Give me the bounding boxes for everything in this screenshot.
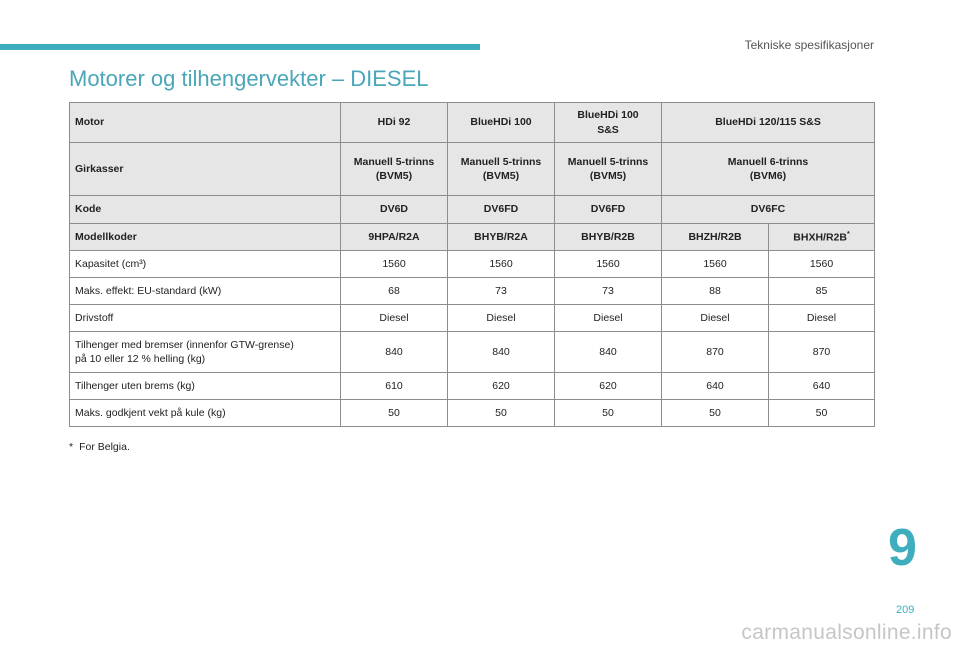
- table-cell: 73: [447, 277, 555, 305]
- row-label: Motor: [69, 102, 341, 143]
- page-title: Motorer og tilhengervekter – DIESEL: [69, 66, 429, 91]
- table-cell: 50: [447, 399, 555, 427]
- table-cell: Diesel: [661, 304, 769, 332]
- table-row: Tilhenger uten brems (kg) 610 620 620 64…: [69, 372, 876, 400]
- table-cell: 1560: [340, 250, 448, 278]
- watermark: carmanualsonline.info: [741, 621, 952, 644]
- table-cell: 640: [661, 372, 769, 400]
- table-cell: 840: [554, 331, 662, 373]
- gearbox-cell: Manuell 5-trinns (BVM5): [447, 142, 555, 196]
- footnote-marker: *: [846, 230, 850, 238]
- gearbox-line: Manuell 6-trinns: [727, 155, 809, 168]
- row-label-line: på 10 eller 12 % helling (kg): [75, 353, 206, 365]
- row-label: Kapasitet (cm³): [69, 250, 341, 278]
- table-cell: Diesel: [447, 304, 555, 332]
- table-cell: 870: [767, 331, 876, 373]
- footnote-text: For Belgia.: [79, 441, 130, 453]
- table-cell: 610: [340, 372, 448, 400]
- gearbox-cell: Manuell 5-trinns (BVM5): [554, 142, 662, 196]
- engine-cell: BlueHDi 120/115 S&S: [660, 102, 876, 143]
- table-cell: 640: [767, 372, 876, 400]
- engine-row: Motor HDi 92 BlueHDi 100 BlueHDi 100 S&S…: [69, 102, 876, 143]
- chapter-number: 9: [888, 519, 917, 577]
- gearbox-line: (BVM5): [589, 170, 627, 182]
- gearbox-line: Manuell 5-trinns: [460, 155, 542, 168]
- table-cell: Diesel: [554, 304, 662, 332]
- table-cell: 50: [554, 399, 662, 427]
- table-cell: Diesel: [767, 304, 876, 332]
- table-row: Drivstoff Diesel Diesel Diesel Diesel Di…: [69, 304, 876, 332]
- row-label: Girkasser: [69, 142, 341, 196]
- model-cell: BHZH/R2B: [661, 223, 769, 251]
- footnote: * For Belgia.: [69, 441, 130, 453]
- table-cell: 50: [340, 399, 448, 427]
- table-cell: 1560: [767, 250, 876, 278]
- row-label: Modellkoder: [69, 223, 341, 251]
- table-cell: 840: [340, 331, 448, 373]
- model-cell: BHYB/R2B: [554, 223, 662, 251]
- model-cell: 9HPA/R2A: [340, 223, 448, 251]
- row-label: Maks. effekt: EU-standard (kW): [69, 277, 341, 305]
- table-cell: 1560: [554, 250, 662, 278]
- table-cell: 50: [661, 399, 769, 427]
- gearbox-line: Manuell 5-trinns: [567, 155, 649, 168]
- table-cell: 840: [447, 331, 555, 373]
- table-row: Maks. effekt: EU-standard (kW) 68 73 73 …: [69, 277, 876, 305]
- model-row: Modellkoder 9HPA/R2A BHYB/R2A BHYB/R2B B…: [69, 223, 876, 251]
- code-cell: DV6FC: [660, 195, 876, 224]
- engine-cell: BlueHDi 100 S&S: [554, 102, 662, 143]
- table-cell: 85: [767, 277, 876, 305]
- gearbox-line: Manuell 5-trinns: [353, 155, 435, 168]
- table-cell: 68: [340, 277, 448, 305]
- row-label: Maks. godkjent vekt på kule (kg): [69, 399, 341, 427]
- table-row: Tilhenger med bremser (innenfor GTW-gren…: [69, 331, 876, 373]
- engine-cell: BlueHDi 100: [447, 102, 555, 143]
- table-cell: 73: [554, 277, 662, 305]
- row-label: Tilhenger uten brems (kg): [69, 372, 341, 400]
- engine-cell: HDi 92: [340, 102, 448, 143]
- gearbox-line: (BVM5): [375, 170, 413, 182]
- page-number: 209: [896, 604, 915, 616]
- gearbox-cell: Manuell 6-trinns (BVM6): [660, 142, 876, 196]
- code-cell: DV6FD: [447, 195, 555, 224]
- gearbox-line: (BVM5): [482, 170, 520, 182]
- spec-table: Motor HDi 92 BlueHDi 100 BlueHDi 100 S&S…: [69, 102, 876, 427]
- code-cell: DV6FD: [554, 195, 662, 224]
- row-label: Tilhenger med bremser (innenfor GTW-gren…: [69, 331, 341, 373]
- model-cell: BHXH/R2B*: [767, 223, 876, 251]
- gearbox-cell: Manuell 5-trinns (BVM5): [340, 142, 448, 196]
- row-label: Kode: [69, 195, 341, 224]
- code-cell: DV6D: [340, 195, 448, 224]
- table-row: Kapasitet (cm³) 1560 1560 1560 1560 1560: [69, 250, 876, 278]
- table-cell: Diesel: [340, 304, 448, 332]
- table-cell: 1560: [447, 250, 555, 278]
- footnote-marker: *: [69, 441, 74, 453]
- table-cell: 88: [661, 277, 769, 305]
- table-cell: 1560: [661, 250, 769, 278]
- table-cell: 620: [554, 372, 662, 400]
- model-cell: BHYB/R2A: [447, 223, 555, 251]
- row-label-line: Tilhenger med bremser (innenfor GTW-gren…: [75, 338, 294, 351]
- engine-cell-text: BlueHDi 100 S&S: [577, 109, 639, 136]
- table-cell: 620: [447, 372, 555, 400]
- section-header: Tekniske spesifikasjoner: [744, 38, 874, 52]
- model-code: BHXH/R2B: [793, 231, 847, 244]
- gearbox-row: Girkasser Manuell 5-trinns (BVM5) Manuell…: [69, 142, 876, 196]
- accent-bar: [0, 44, 480, 50]
- gearbox-line: (BVM6): [749, 170, 787, 182]
- table-cell: 50: [767, 399, 876, 427]
- row-label: Drivstoff: [69, 304, 341, 332]
- table-row: Maks. godkjent vekt på kule (kg) 50 50 5…: [69, 399, 876, 427]
- table-cell: 870: [661, 331, 769, 373]
- code-row: Kode DV6D DV6FD DV6FD DV6FC: [69, 195, 876, 224]
